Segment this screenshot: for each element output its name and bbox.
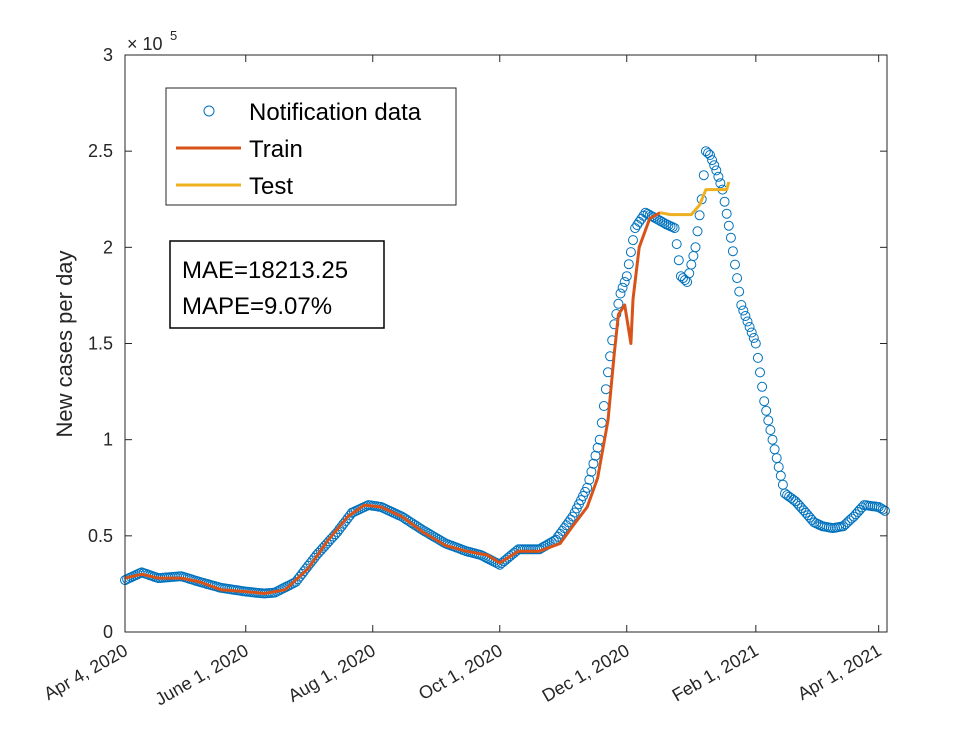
data-point	[727, 246, 738, 257]
data-point	[734, 286, 745, 297]
mae-text: MAE=18213.25	[182, 257, 348, 284]
data-point	[744, 322, 755, 332]
data-point	[625, 247, 636, 258]
data-point	[738, 305, 749, 316]
data-point	[742, 316, 753, 327]
data-point	[698, 170, 709, 181]
data-point	[746, 327, 757, 338]
y-exponent-power: 5	[170, 28, 177, 43]
data-point	[669, 223, 680, 234]
data-point	[759, 396, 770, 407]
data-point	[671, 239, 682, 250]
data-point	[611, 309, 622, 319]
data-point	[765, 425, 776, 435]
y-tick-label: 2	[103, 237, 113, 257]
data-point	[732, 273, 743, 284]
data-point	[690, 242, 701, 253]
data-point	[730, 259, 740, 270]
data-point	[667, 222, 678, 233]
data-point	[709, 160, 720, 171]
data-point	[763, 415, 774, 426]
data-point	[879, 505, 890, 516]
y-tick-label: 3	[103, 45, 113, 65]
data-point	[715, 178, 726, 189]
metrics-box	[169, 240, 385, 329]
y-tick-label: 1.5	[88, 334, 113, 354]
data-point	[623, 259, 634, 270]
y-tick-label: 2.5	[88, 141, 113, 161]
data-point	[750, 338, 761, 349]
data-point	[582, 482, 593, 493]
data-point	[492, 558, 503, 569]
data-point	[748, 333, 759, 343]
data-point	[628, 235, 638, 246]
legend-label-test: Test	[249, 173, 293, 200]
data-point	[615, 288, 626, 299]
data-point	[673, 255, 684, 266]
data-point	[736, 300, 747, 310]
data-point	[617, 282, 628, 293]
data-point	[767, 434, 778, 445]
data-point	[621, 271, 632, 282]
metrics-annotation: MAE=18213.25 MAPE=9.07%	[169, 240, 385, 329]
data-point	[705, 150, 715, 160]
data-point	[619, 277, 630, 287]
y-axis-label: New cases per day	[52, 250, 77, 437]
data-point	[694, 210, 705, 221]
y-tick-label: 0.5	[88, 526, 113, 546]
legend: Notification data Train Test	[165, 87, 457, 206]
data-point	[588, 458, 599, 469]
data-point	[740, 311, 751, 321]
y-tick-label: 0	[103, 622, 113, 642]
data-point	[721, 208, 732, 219]
data-point	[752, 352, 763, 363]
data-layer	[120, 146, 890, 599]
data-point	[134, 568, 145, 579]
data-point	[586, 466, 597, 477]
data-point	[713, 171, 724, 182]
mape-text: MAPE=9.07%	[182, 293, 332, 320]
legend-label-train: Train	[249, 136, 303, 163]
y-exponent: × 10 5	[127, 28, 177, 54]
data-point	[711, 165, 722, 176]
data-point	[613, 298, 624, 309]
data-point	[725, 232, 736, 243]
train-line	[124, 211, 661, 595]
data-point	[761, 405, 772, 416]
data-point	[723, 220, 734, 231]
data-point	[707, 155, 718, 166]
y-tick-label: 1	[103, 430, 113, 450]
data-point	[719, 196, 730, 207]
test-line	[659, 181, 731, 217]
legend-marker-notification	[203, 105, 215, 117]
data-point	[757, 381, 768, 392]
data-point	[755, 367, 765, 378]
legend-label-notification: Notification data	[249, 99, 422, 126]
data-point	[692, 226, 703, 237]
data-point	[590, 450, 601, 461]
data-point	[584, 474, 595, 485]
y-exponent-base: × 10	[127, 34, 163, 54]
